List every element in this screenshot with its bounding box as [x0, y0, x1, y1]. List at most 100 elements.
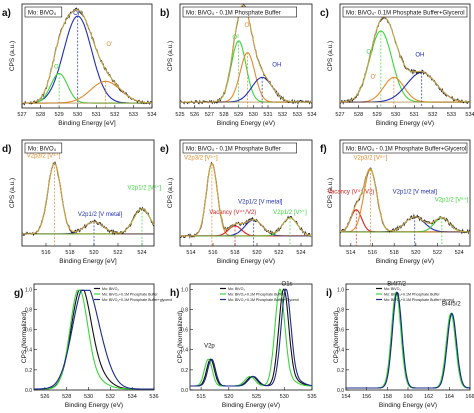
annotation-bi4f72: Bi4f7/2 [387, 281, 406, 287]
series-line-2 [346, 291, 470, 389]
panel-b: b) 525 526 527 528 529 530 531 532 533 534 Binding … [160, 3, 317, 127]
envelope-curve [22, 9, 152, 104]
y-axis-label: CPS (a.u.) [327, 178, 334, 208]
y-tick-label: 0.8 [25, 307, 32, 313]
legend-entry: Mo: BiVO₄+0.1M Phosphate Buffer [228, 293, 284, 297]
plot-frame [189, 283, 313, 391]
x-tick-label: 516 [41, 250, 50, 256]
x-tick-label: 531 [263, 112, 272, 118]
x-tick-label: 166 [465, 394, 474, 400]
x-tick-label: 520 [252, 250, 261, 256]
panel-label: h) [170, 288, 179, 299]
panel-label: d) [2, 144, 11, 155]
x-axis-label: Binding Energy [eV] [59, 258, 117, 265]
y-tick-label: 0.4 [25, 348, 32, 354]
legend-text: Mo: BiVO₄ - 0.1M Phosphate Buffer [186, 147, 281, 153]
x-tick-label: 525 [252, 394, 261, 400]
x-tick-label: 530 [84, 394, 93, 400]
panel-c: c) 527 528 529 530 531 532 533 534 Binding Energy… [320, 3, 474, 127]
x-tick-label: 532 [278, 112, 287, 118]
envelope-curve [339, 168, 470, 233]
legend-text: Mo: BiVO₄ [28, 147, 57, 153]
y-tick-label: 1.0 [181, 287, 188, 293]
x-axis-label: Binding Energy (eV) [217, 120, 275, 127]
legend-entry: Mo: BiVO₄+0.1M Phosphate Buffer+Glycerol [228, 298, 299, 302]
y-tick-label: 0.6 [337, 328, 344, 334]
legend-text: Mo: BiVO₄ - 0.1M Phosphate Buffer [186, 11, 281, 17]
y-tick-label: 0.4 [181, 348, 188, 354]
y-tick-label: 0.0 [25, 388, 32, 394]
panel-d: d) 516 518 520 522 524 Binding Energy [eV] CPS … [2, 139, 162, 265]
x-tick-label: 534 [147, 112, 156, 118]
y-axis-label: CPS (a.u.) [167, 178, 174, 208]
x-tick-label: 526 [40, 394, 49, 400]
peak-label: OH [415, 53, 424, 59]
x-tick-label: 527 [335, 112, 344, 118]
peak-label: V2p1/2 [V⁵⁺] [128, 185, 162, 192]
x-tick-label: 536 [149, 394, 158, 400]
y-tick-label: 0.8 [181, 307, 188, 313]
x-tick-label: 531 [410, 112, 419, 118]
plot-frame [21, 139, 155, 247]
peak-label: V2p3/2 [V⁵⁺] [353, 154, 387, 161]
x-tick-label: 527 [205, 112, 214, 118]
x-tick-label: 526 [190, 112, 199, 118]
x-tick-label: 518 [390, 250, 399, 256]
x-tick-label: 158 [383, 394, 392, 400]
x-tick-label: 518 [230, 250, 239, 256]
peak-label: Vacancy (V⁴⁺/V2) [209, 209, 256, 216]
x-tick-label: 527 [17, 112, 26, 118]
x-tick-label: 514 [346, 250, 355, 256]
y-axis-label: CPS (Normalized) [21, 311, 28, 363]
x-tick-label: 534 [465, 112, 474, 118]
peak-blue-curve [22, 15, 152, 104]
peak-label: V2p3/2 [V⁵⁺] [27, 152, 61, 159]
y-tick-label: 1.0 [25, 287, 32, 293]
envelope-curve [22, 162, 155, 235]
peak-label: V2p1/2 [V metal] [393, 190, 438, 196]
panel-label: c) [320, 8, 329, 19]
x-tick-label: 520 [89, 250, 98, 256]
x-axis-label: Binding Energy (eV) [379, 402, 437, 409]
y-axis-label: CPS (a.u.) [9, 178, 16, 208]
x-tick-label: 528 [219, 112, 228, 118]
x-tick-label: 529 [55, 112, 64, 118]
legend-entry: Mo: BiVO₄+0.1M Phosphate Buffer+glycerol [102, 298, 172, 302]
x-tick-label: 529 [234, 112, 243, 118]
y-axis-label: CPS (a.u.) [327, 41, 334, 71]
y-axis-label: CPS (Normalized) [333, 311, 340, 363]
x-tick-label: 522 [433, 250, 442, 256]
y-tick-label: 0.2 [181, 368, 188, 374]
panel-label: f) [320, 144, 327, 155]
x-tick-label: 533 [447, 112, 456, 118]
x-tick-label: 533 [293, 112, 302, 118]
peak-label: O' [245, 23, 251, 29]
legend-entry: Mo: BiVO₄ [384, 287, 401, 291]
peak-label: O² [366, 50, 373, 56]
x-tick-label: 534 [307, 112, 316, 118]
annotation-v2p: V2p [204, 344, 215, 350]
legend-box [24, 142, 63, 154]
x-tick-label: 531 [92, 112, 101, 118]
x-tick-label: 534 [128, 394, 137, 400]
peak-label: V2p1/2 [V metal] [238, 200, 283, 206]
x-tick-label: 514 [186, 250, 195, 256]
x-axis-label: Binding Energy [eV] [58, 120, 116, 127]
x-tick-label: 524 [137, 250, 146, 256]
panel-f: f) 514 516 518 520 522 524 Binding Energy (eV) C… [320, 139, 471, 265]
plot-frame [33, 283, 155, 391]
series-line-0 [190, 288, 312, 387]
panel-label: g) [14, 288, 23, 299]
x-tick-label: 160 [403, 394, 412, 400]
x-tick-label: 529 [373, 112, 382, 118]
x-tick-label: 154 [341, 394, 350, 400]
x-tick-label: 532 [428, 112, 437, 118]
x-tick-label: 524 [455, 250, 464, 256]
x-tick-label: 528 [62, 394, 71, 400]
envelope-curve [340, 16, 470, 103]
x-axis-label: Binding Energy (eV) [376, 120, 434, 127]
legend-box [24, 6, 63, 18]
peak-label: V2p1/2 [V metal] [78, 212, 123, 218]
peak-label: O² [54, 64, 61, 70]
x-axis-label: Binding Energy (eV) [217, 258, 275, 265]
